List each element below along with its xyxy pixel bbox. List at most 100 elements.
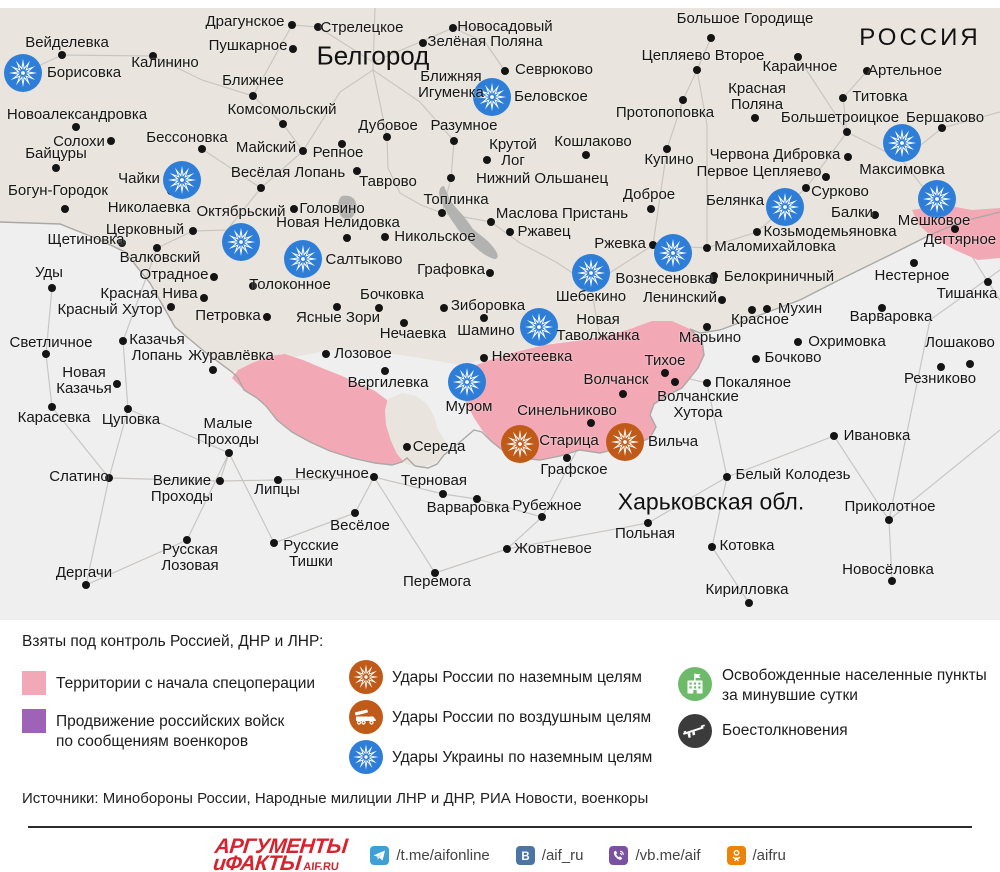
town-dot — [370, 473, 378, 481]
town-label: Красное — [731, 311, 789, 328]
town-label: Малые Проходы — [196, 415, 260, 448]
legend-ru-air-label: Удары России по воздушным целям — [392, 709, 652, 726]
town-dot — [751, 114, 759, 122]
town-dot — [644, 519, 652, 527]
town-label: Перемога — [403, 573, 471, 590]
town-label: Ближняя Игуменка — [418, 68, 484, 101]
town-label: Охримовка — [808, 333, 886, 350]
town-label: Графское — [540, 461, 608, 478]
town-label: Нестерное — [874, 267, 950, 284]
town-label: Мухин — [777, 300, 823, 317]
town-dot — [419, 39, 427, 47]
town-dot — [183, 536, 191, 544]
town-dot — [802, 184, 810, 192]
town-label: Новая Нелидовка — [276, 214, 400, 231]
town-label: Цуповка — [101, 411, 161, 428]
town-label: Вергилевка — [347, 374, 429, 391]
social-links: /t.me/aifonline B/aif_ru /vb.me/aif /aif… — [370, 845, 786, 865]
town-dot — [718, 296, 726, 304]
social-link-label: /t.me/aifonline — [396, 846, 490, 864]
town-label: Ближнее — [222, 72, 284, 89]
ukraine-ground-strike-icon — [349, 740, 383, 774]
social-link-telegram[interactable]: /t.me/aifonline — [370, 845, 490, 865]
river — [338, 186, 498, 259]
region-label: РОССИЯ — [859, 24, 981, 51]
town-dot — [216, 477, 224, 485]
social-link-odnoklassniki[interactable]: /aifru — [726, 845, 786, 865]
ukraine-ground-strike-icon — [284, 240, 322, 278]
town-label: Цепляево Второе — [641, 47, 765, 64]
town-dot — [124, 405, 132, 413]
town-label: Марьино — [678, 329, 742, 346]
town-dot — [198, 145, 206, 153]
town-label: Зелёная Поляна — [427, 33, 543, 50]
town-label: Первое Цепляево — [696, 163, 822, 180]
town-dot — [984, 278, 992, 286]
town-dot — [863, 67, 871, 75]
town-label: Сурково — [811, 183, 869, 200]
town-label: Топлинка — [423, 191, 489, 208]
town-dot — [878, 304, 886, 312]
town-dot — [794, 338, 802, 346]
town-label: Червона Дибровка — [709, 146, 841, 163]
town-label: Караичное — [762, 58, 838, 75]
legend-territory-label: Территории с начала спецоперации — [56, 675, 316, 692]
town-label: Терновая — [401, 472, 467, 489]
town-dot — [709, 276, 717, 284]
town-dot — [871, 211, 879, 219]
social-link-vk[interactable]: B/aif_ru — [515, 845, 583, 865]
divider — [28, 826, 972, 828]
town-label: Калинино — [131, 54, 199, 71]
town-dot — [343, 234, 351, 242]
town-dot — [661, 369, 669, 377]
town-label: Комсомольский — [227, 101, 337, 118]
town-label: Графовка — [417, 261, 485, 278]
town-dot — [290, 205, 298, 213]
town-label: Котовка — [719, 537, 775, 554]
town-label: Таврово — [359, 173, 417, 190]
town-label: Толоконное — [249, 276, 331, 293]
town-label: Солохи — [53, 133, 105, 150]
town-label: Липцы — [254, 481, 300, 498]
legend-clashes-label: Боестолкновения — [722, 722, 848, 739]
ukraine-ground-strike-icon — [473, 78, 511, 116]
town-label: Козьмодемьяновка — [763, 223, 897, 240]
aif-logo-line2: иФАКТЫAIF.RU — [212, 852, 340, 872]
town-label: Ленинский — [643, 289, 717, 306]
clashes-icon — [678, 714, 712, 748]
region-label: Белгород — [316, 40, 430, 71]
town-dot — [763, 305, 771, 313]
town-label: Середа — [412, 438, 466, 455]
town-label: Жовтневое — [514, 540, 592, 557]
town-label: Покаляное — [714, 374, 792, 391]
town-label: Весёлая Лопань — [230, 164, 346, 181]
town-label: Чайки — [118, 170, 160, 187]
town-dot — [72, 123, 80, 131]
social-link-viber[interactable]: /vb.me/aif — [609, 845, 701, 865]
town-label: Весёлое — [330, 517, 390, 534]
aif-logo: АРГУМЕНТЫ иФАКТЫAIF.RU — [212, 835, 349, 872]
town-dot — [966, 360, 974, 368]
town-dot — [449, 24, 457, 32]
social-link-label: /aifru — [752, 846, 786, 864]
town-label: Кирилловка — [705, 581, 789, 598]
town-dot — [299, 147, 307, 155]
town-dot — [503, 545, 511, 553]
town-label: Маслова Пристань — [495, 205, 629, 222]
town-dot — [82, 581, 90, 589]
town-label: Ясные Зори — [295, 309, 381, 326]
ukraine-ground-strike-icon — [654, 234, 692, 272]
town-dot — [822, 173, 830, 181]
town-dot — [48, 284, 56, 292]
town-dot — [381, 233, 389, 241]
legend-ru-ground-label: Удары России по наземным целям — [392, 669, 642, 686]
town-label: Артельное — [867, 62, 943, 79]
ukraine-ground-strike-icon — [572, 254, 610, 292]
town-dot — [450, 137, 458, 145]
town-dot — [888, 577, 896, 585]
town-dot — [703, 379, 711, 387]
town-label: Красная Поляна — [728, 80, 786, 113]
town-label: Нижний Ольшанец — [475, 170, 609, 187]
town-dot — [663, 145, 671, 153]
